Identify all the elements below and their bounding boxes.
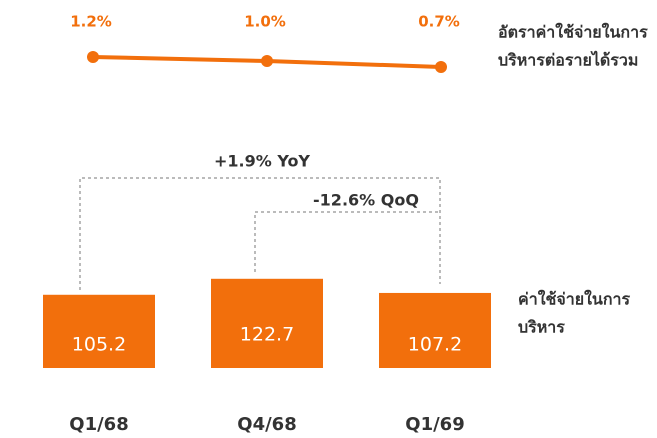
annotation: -12.6% QoQ [313,191,419,210]
bar [379,292,491,368]
data-label: 0.7% [418,13,460,31]
data-label: 1.0% [244,13,286,31]
bar [43,294,155,368]
data-label: 107.2 [408,334,462,356]
marker [261,55,273,67]
series-label: บริหาร [518,318,565,337]
series-label: บริหารต่อรายได้รวม [498,51,638,70]
data-label: 1.2% [70,13,112,31]
qoq-bracket [254,211,440,272]
annotation: +1.9% YoY [214,152,310,171]
data-label: 105.2 [72,334,126,356]
series-label: อัตราค่าใช้จ่ายในการ [498,23,648,42]
marker [87,51,99,63]
yoy-bracket [79,177,441,290]
x-tick-label: Q4/68 [237,414,296,435]
series-label: ค่าใช้จ่ายในการ [518,290,631,309]
marker [435,61,447,73]
bar [211,278,323,368]
data-label: 122.7 [240,324,294,346]
x-tick-label: Q1/68 [69,414,128,435]
x-tick-label: Q1/69 [405,414,464,435]
